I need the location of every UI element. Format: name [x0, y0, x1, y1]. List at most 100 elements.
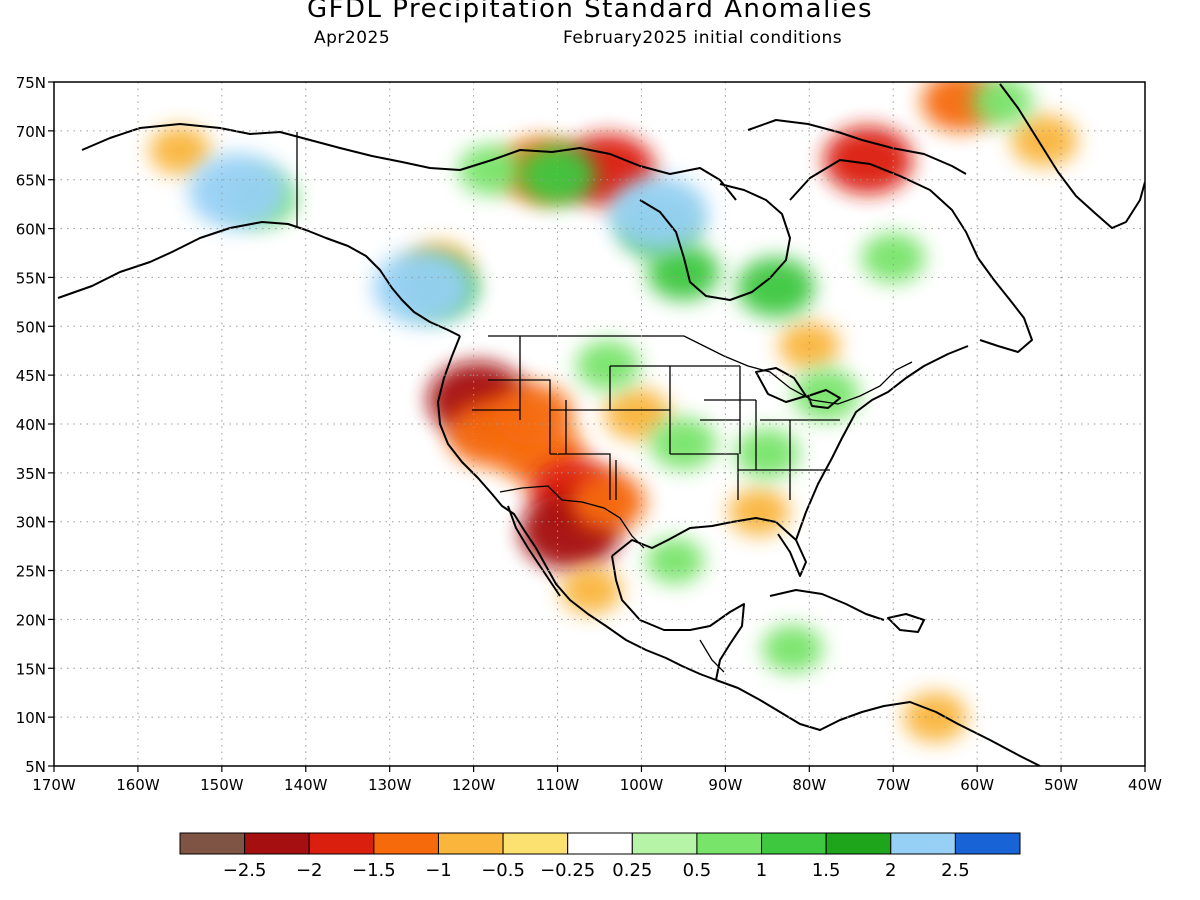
anomaly-region-6: [570, 473, 646, 532]
lat-tick-label: 30N: [16, 514, 46, 532]
lon-tick-label: 150W: [200, 776, 244, 794]
anomaly-region-23: [647, 244, 720, 301]
coastline-baja: [507, 505, 561, 597]
coastline-arctic: [81, 123, 737, 201]
anomaly-region-17: [149, 126, 211, 175]
anomaly-region-30: [971, 82, 1033, 126]
lon-tick-label: 90W: [708, 776, 742, 794]
coastline-hudson-bay: [639, 183, 791, 301]
lon-tick-label: 60W: [960, 776, 994, 794]
lat-tick-label: 35N: [16, 465, 46, 483]
coastline-hispaniola: [887, 613, 925, 633]
lon-tick-label: 140W: [284, 776, 328, 794]
colorbar-label: 2: [885, 860, 896, 881]
colorbar-swatch: [631, 832, 698, 855]
lat-tick-label: 75N: [16, 74, 46, 92]
colorbar-swatch: [890, 832, 956, 855]
anomaly-region-32: [762, 624, 823, 673]
coastline-layer: [57, 83, 1145, 766]
colorbar-label: −2.5: [223, 860, 267, 881]
anomaly-region-33: [646, 537, 705, 584]
anomaly-region-27: [735, 428, 800, 479]
coastline-cuba: [769, 589, 885, 621]
coastline-us-east: [795, 345, 969, 541]
colorbar-swatch: [244, 832, 310, 855]
coastline-greenland: [999, 83, 1145, 229]
anomaly-region-34: [608, 175, 709, 252]
coastline-yucatan: [611, 555, 745, 681]
coastline-alaska: [57, 221, 461, 337]
lon-tick-label: 70W: [876, 776, 910, 794]
colorbar-swatch: [761, 832, 827, 855]
lat-tick-label: 65N: [16, 172, 46, 190]
coastline-labrador: [789, 159, 1033, 353]
forecast-month: Apr2025: [314, 28, 391, 48]
anomaly-region-24: [736, 257, 815, 318]
colorbar-swatch: [502, 832, 569, 855]
colorbar-swatch: [179, 832, 246, 855]
colorbar-label: 1: [756, 860, 767, 881]
colorbar-swatch: [308, 832, 375, 855]
anomaly-region-5: [492, 383, 573, 446]
colorbar-label: −0.5: [481, 860, 525, 881]
border-us-mexico: [499, 485, 645, 549]
anomaly-region-20: [458, 144, 523, 195]
lat-tick-label: 60N: [16, 221, 46, 239]
anomaly-region-35: [373, 249, 474, 326]
anomaly-region-10: [823, 126, 913, 195]
political-borders-layer: [296, 132, 913, 673]
colorbar-label: 2.5: [941, 860, 970, 881]
lat-tick-label: 15N: [16, 660, 46, 678]
coastline-gulf-mexico: [611, 517, 807, 577]
anomaly-region-26: [650, 417, 717, 470]
lon-tick-label: 120W: [452, 776, 496, 794]
lat-tick-label: 5N: [25, 758, 46, 776]
colorbar-label: −2: [296, 860, 323, 881]
lon-tick-label: 110W: [536, 776, 580, 794]
lat-tick-label: 20N: [16, 611, 46, 629]
lon-tick-label: 130W: [368, 776, 412, 794]
initial-conditions-label: February2025 initial conditions: [563, 28, 843, 48]
colorbar-label: 0.5: [683, 860, 712, 881]
colorbar-label: 0.25: [612, 860, 652, 881]
coastline-central-america: [715, 679, 1041, 766]
anomaly-region-7: [560, 566, 622, 615]
colorbar-swatch: [373, 832, 439, 855]
anomaly-region-16: [728, 487, 790, 536]
colorbar-swatch: [825, 832, 892, 855]
colorbar-label: −1: [425, 860, 452, 881]
anomaly-region-21: [518, 144, 597, 205]
lat-tick-label: 25N: [16, 563, 46, 581]
axis-tick-labels: 170W 160W 150W 140W 130W 120W 110W 100W 90W 80W 70…: [16, 74, 1162, 794]
lon-tick-label: 80W: [792, 776, 826, 794]
lat-tick-label: 55N: [16, 269, 46, 287]
colorbar-label: 1.5: [812, 860, 841, 881]
colorbar-label: −0.25: [540, 860, 595, 881]
anomaly-region-11: [1011, 114, 1078, 167]
colorbar-swatch: [696, 832, 763, 855]
lon-tick-label: 50W: [1044, 776, 1078, 794]
lat-tick-label: 50N: [16, 318, 46, 336]
border-us-states: [472, 336, 840, 500]
colorbar-swatch: [437, 832, 504, 855]
lat-tick-label: 45N: [16, 367, 46, 385]
coastline-baffin: [747, 119, 967, 175]
border-mexico-guatemala: [699, 639, 725, 673]
lat-tick-label: 40N: [16, 416, 46, 434]
anomaly-region-31: [576, 340, 640, 391]
lon-tick-label: 40W: [1128, 776, 1162, 794]
border-us-canada: [488, 335, 913, 405]
lon-tick-label: 100W: [620, 776, 664, 794]
colorbar: −2.5 −2 −1.5 −1 −0.5 −0.25 0.25 0.5 1 1.5 2 2.5: [179, 832, 1021, 881]
anomaly-region-14: [778, 321, 840, 370]
anomaly-region-36: [188, 153, 289, 230]
lat-tick-label: 10N: [16, 709, 46, 727]
anomaly-shading-layer: [149, 82, 1078, 743]
coastline-us-west: [437, 335, 717, 681]
lon-tick-label: 160W: [116, 776, 160, 794]
colorbar-label: −1.5: [352, 860, 396, 881]
anomaly-region-13: [604, 388, 671, 441]
lon-tick-label: 170W: [32, 776, 76, 794]
lat-tick-label: 70N: [16, 123, 46, 141]
colorbar-swatch: [954, 832, 1021, 855]
